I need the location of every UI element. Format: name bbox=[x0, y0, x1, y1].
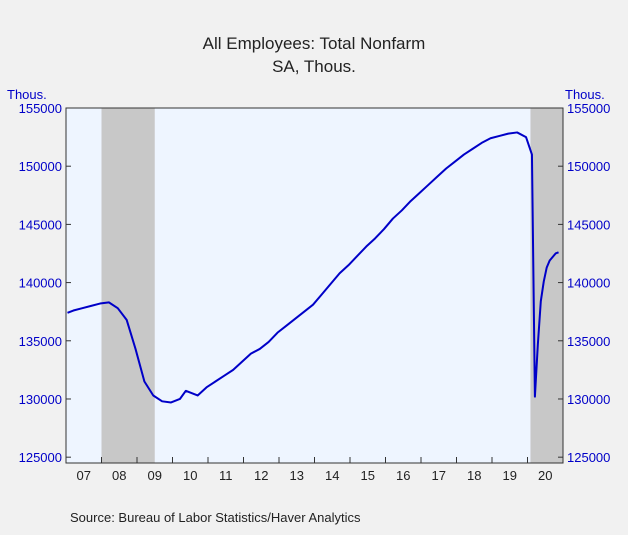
y-tick-label-left: 125000 bbox=[19, 450, 62, 465]
y-tick-label-left: 155000 bbox=[19, 101, 62, 116]
y-tick-label-left: 135000 bbox=[19, 334, 62, 349]
y-tick-label-right: 125000 bbox=[567, 450, 610, 465]
x-tick-label: 08 bbox=[112, 468, 126, 483]
x-tick-label: 10 bbox=[183, 468, 197, 483]
series-line-1 bbox=[67, 131, 559, 404]
series-layer bbox=[67, 131, 559, 404]
x-tick-label: 15 bbox=[361, 468, 375, 483]
x-tick-label: 16 bbox=[396, 468, 410, 483]
y-tick-label-right: 140000 bbox=[567, 276, 610, 291]
x-tick-label: 20 bbox=[538, 468, 552, 483]
chart-title: All Employees: Total Nonfarm bbox=[203, 34, 426, 53]
x-tick-label: 19 bbox=[503, 468, 517, 483]
y-tick-label-right: 135000 bbox=[567, 334, 610, 349]
y-tick-label-left: 130000 bbox=[19, 392, 62, 407]
y-unit-left: Thous. bbox=[7, 87, 47, 102]
recession-shading bbox=[101, 108, 563, 463]
x-tick-label: 18 bbox=[467, 468, 481, 483]
x-tick-label: 14 bbox=[325, 468, 339, 483]
x-tick-label: 17 bbox=[432, 468, 446, 483]
x-tick-label: 12 bbox=[254, 468, 268, 483]
y-tick-label-right: 150000 bbox=[567, 159, 610, 174]
chart-subtitle: SA, Thous. bbox=[272, 57, 356, 76]
y-tick-label-left: 150000 bbox=[19, 159, 62, 174]
recession-band-2 bbox=[530, 108, 563, 463]
x-tick-label: 13 bbox=[290, 468, 304, 483]
y-unit-right: Thous. bbox=[565, 87, 605, 102]
y-axis-right: 125000 130000 135000 140000 145000 150000 1550… bbox=[558, 101, 610, 465]
x-tick-label: 11 bbox=[219, 468, 233, 483]
source-note: Source: Bureau of Labor Statistics/Haver… bbox=[70, 510, 361, 525]
y-tick-label-right: 130000 bbox=[567, 392, 610, 407]
y-tick-label-left: 145000 bbox=[19, 217, 62, 232]
y-axis-left: 125000 130000 135000 140000 145000 150000 1550… bbox=[19, 101, 71, 465]
x-tick-label: 07 bbox=[77, 468, 91, 483]
y-tick-label-right: 145000 bbox=[567, 217, 610, 232]
y-tick-label-right: 155000 bbox=[567, 101, 610, 116]
y-tick-label-left: 140000 bbox=[19, 276, 62, 291]
x-axis: 07 08 09 10 11 12 13 14 15 16 17 18 19 20 bbox=[77, 457, 552, 483]
recession-band-1 bbox=[101, 108, 155, 463]
x-tick-label: 09 bbox=[148, 468, 162, 483]
